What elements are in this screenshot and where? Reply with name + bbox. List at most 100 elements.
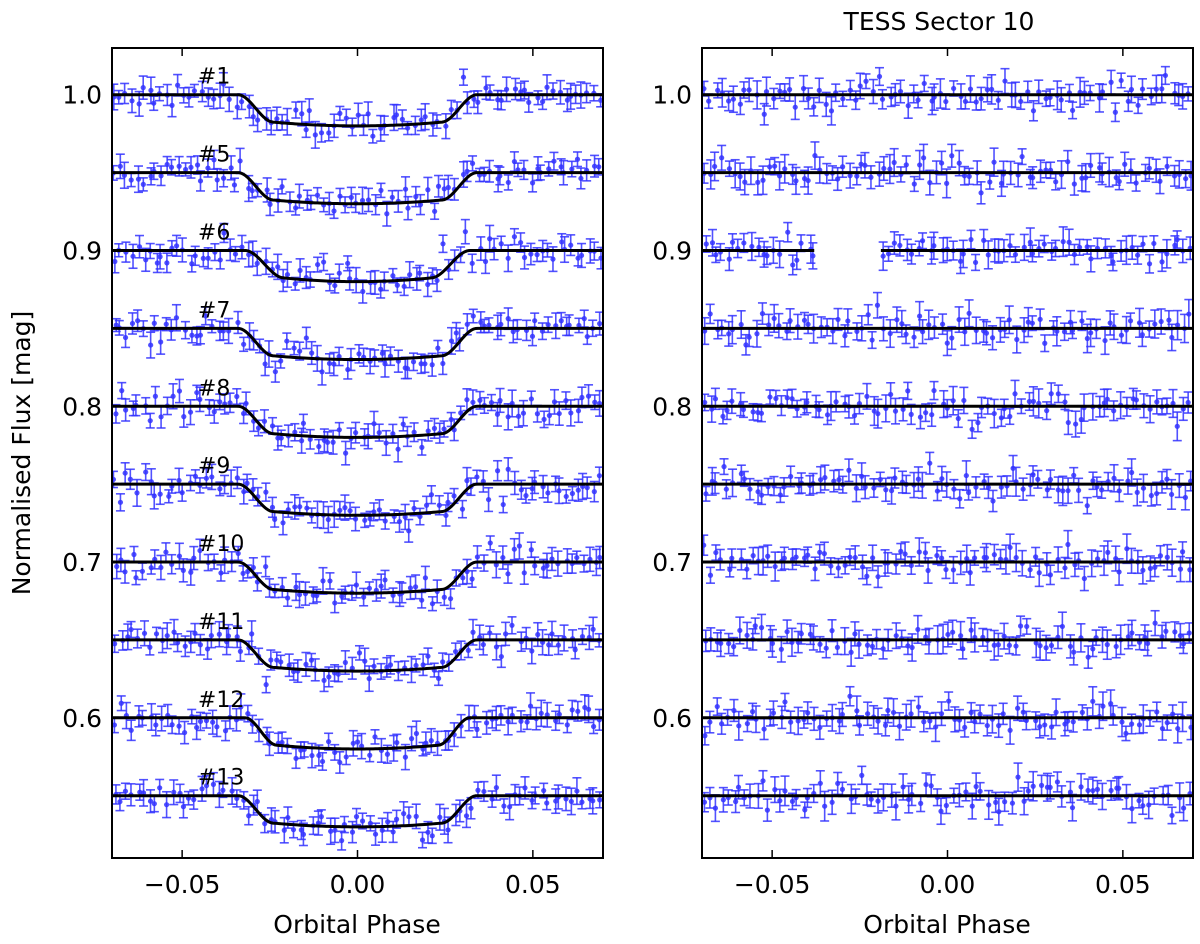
data-point: [399, 800, 409, 827]
data-point: [365, 748, 375, 763]
data-point: [967, 419, 977, 440]
data-point: [261, 482, 271, 502]
data-point: [210, 242, 220, 262]
data-point: [527, 637, 537, 665]
data-point: [162, 622, 172, 650]
data-point: [456, 405, 466, 421]
data-point: [141, 462, 151, 482]
data-point: [1149, 235, 1159, 252]
data-point: [958, 239, 968, 269]
data-point: [1108, 252, 1118, 272]
data-point: [304, 98, 314, 124]
y-tick-label: 0.9: [62, 237, 102, 266]
data-point: [1002, 475, 1012, 497]
data-point: [223, 623, 233, 649]
data-point: [114, 89, 124, 105]
data-point: [125, 468, 135, 491]
data-point: [127, 312, 137, 335]
data-point: [129, 545, 139, 564]
data-point: [1186, 160, 1193, 191]
data-point: [156, 329, 166, 355]
x-tick-label: −0.05: [734, 870, 811, 899]
data-point: [909, 175, 919, 193]
data-point: [553, 550, 563, 577]
data-point: [174, 378, 184, 404]
data-point: [775, 788, 785, 813]
left-plot-data: [112, 68, 603, 851]
left-model-line-3: [112, 249, 603, 284]
left-y-axis-label: Normalised Flux [mag]: [7, 311, 36, 596]
data-point: [503, 563, 513, 584]
data-point: [324, 124, 334, 142]
data-point: [831, 390, 841, 413]
data-point: [719, 458, 729, 476]
data-point: [1056, 86, 1066, 113]
data-point: [370, 729, 380, 745]
data-point: [885, 318, 895, 349]
data-point: [1175, 555, 1185, 583]
data-point: [290, 493, 300, 520]
data-point: [521, 487, 531, 504]
left-x-axis-label: Orbital Phase: [273, 910, 440, 939]
data-point: [420, 354, 430, 374]
left-lightcurve-7: [112, 532, 603, 614]
data-point: [1053, 384, 1063, 404]
data-point: [510, 77, 520, 101]
data-point: [131, 569, 141, 586]
data-point: [388, 587, 398, 604]
data-point: [261, 675, 271, 694]
right-lightcurve-9: [702, 685, 1193, 746]
data-point: [468, 155, 478, 172]
data-point: [796, 234, 806, 253]
data-point: [852, 322, 862, 341]
data-point: [294, 580, 304, 609]
data-point: [988, 489, 998, 513]
data-point: [1100, 326, 1110, 356]
data-point: [884, 245, 894, 262]
data-point: [1126, 158, 1136, 184]
data-point: [329, 351, 339, 377]
data-point: [493, 164, 503, 193]
data-point: [879, 155, 889, 182]
data-point: [878, 783, 888, 812]
data-point: [283, 501, 293, 518]
data-point: [393, 435, 403, 463]
data-point: [352, 807, 362, 826]
data-point: [121, 398, 131, 422]
data-point: [895, 234, 905, 257]
data-point: [377, 344, 387, 363]
data-point: [1093, 550, 1103, 568]
data-point: [305, 428, 315, 450]
data-point: [247, 182, 257, 199]
data-point: [112, 553, 122, 580]
data-point: [874, 161, 884, 187]
data-point: [1170, 164, 1180, 187]
data-point: [549, 151, 559, 171]
lightcurve-label: #13: [198, 766, 244, 791]
data-point: [918, 232, 928, 250]
data-point: [1109, 400, 1119, 422]
data-point: [710, 151, 720, 182]
data-point: [201, 712, 211, 729]
data-point: [764, 313, 774, 337]
data-point: [498, 545, 508, 570]
data-point: [799, 74, 809, 103]
data-point: [705, 303, 715, 325]
data-point: [351, 266, 361, 294]
data-point: [758, 769, 768, 792]
data-point: [1065, 780, 1075, 804]
right-lightcurve-10: [702, 762, 1193, 826]
data-point: [543, 316, 553, 334]
data-point: [415, 193, 425, 216]
data-point: [400, 660, 410, 676]
data-point: [514, 532, 524, 560]
right-x-axis-label: Orbital Phase: [863, 910, 1030, 939]
data-point: [727, 548, 737, 569]
data-point: [197, 80, 207, 103]
data-point: [203, 158, 213, 178]
data-point: [759, 102, 769, 126]
data-point: [232, 94, 242, 120]
data-point: [460, 218, 470, 245]
lightcurve-label: #11: [198, 610, 244, 635]
data-point: [539, 410, 549, 429]
